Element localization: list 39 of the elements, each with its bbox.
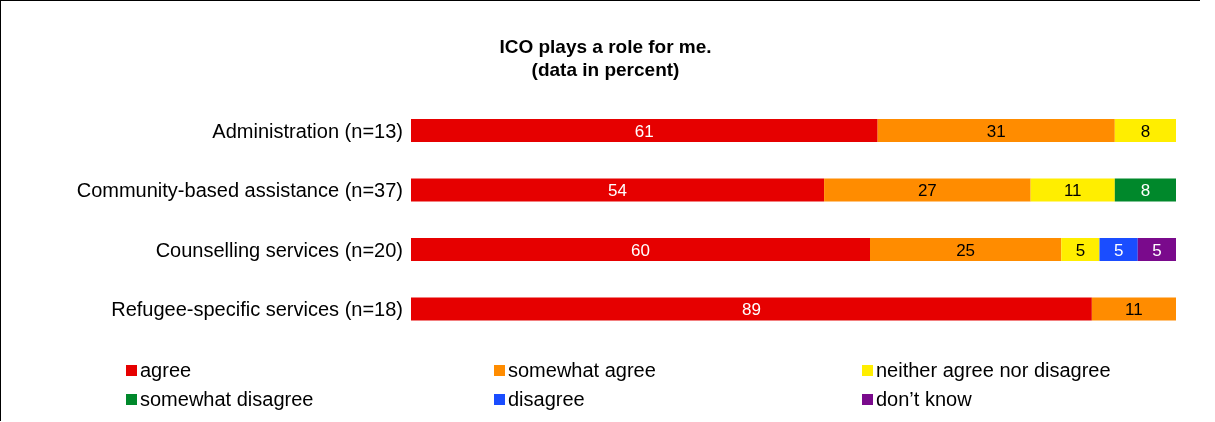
data-label: 27 [917, 181, 937, 201]
bar [1114, 119, 1176, 142]
bar [1137, 238, 1176, 261]
legend-label: somewhat disagree [140, 388, 314, 411]
bar [411, 238, 870, 261]
y-tick-label: Counselling services (n=20) [155, 238, 403, 261]
y-tick-label: Refugee-specific services (n=18) [111, 298, 403, 321]
bar [1091, 297, 1176, 321]
data-label: 25 [956, 240, 976, 260]
bar [411, 297, 1092, 321]
bar [870, 238, 1062, 261]
legend-label: don’t know [876, 388, 972, 411]
data-label: 60 [631, 240, 650, 260]
chart-title: ICO plays a role for me. (data in percent) [498, 35, 713, 81]
data-label: 11 [1063, 181, 1082, 201]
data-label: 8 [1140, 181, 1151, 201]
bar [1114, 178, 1176, 202]
data-label: 5 [1152, 240, 1162, 260]
legend-label: neither agree nor disagree [876, 359, 1111, 382]
y-tick-label: Community-based assistance (n=37) [76, 179, 403, 202]
bar [1061, 238, 1100, 261]
data-label: 11 [1125, 300, 1143, 320]
data-label: 5 [1113, 240, 1124, 260]
data-label: 89 [741, 300, 761, 320]
bar [411, 178, 825, 202]
legend-label: disagree [508, 388, 585, 411]
legend-label: agree [140, 359, 192, 382]
data-label: 8 [1140, 121, 1151, 141]
bar [411, 119, 878, 142]
bar [877, 119, 1115, 142]
bar [1030, 178, 1115, 202]
data-label: 5 [1075, 240, 1086, 260]
data-label: 54 [608, 181, 628, 201]
data-label: 31 [986, 121, 1006, 141]
y-tick-label: Administration (n=13) [212, 119, 403, 142]
data-label: 61 [634, 121, 654, 141]
legend-label: somewhat agree [508, 359, 656, 382]
bar [824, 178, 1031, 202]
bar [1099, 238, 1138, 261]
